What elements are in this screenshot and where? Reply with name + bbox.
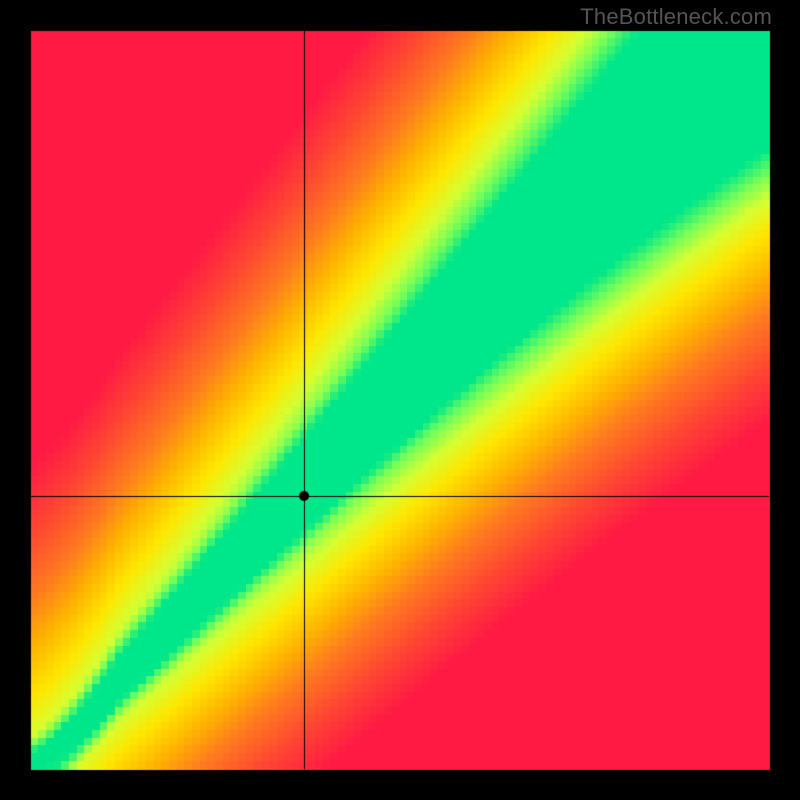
heatmap-canvas — [0, 0, 800, 800]
chart-container: TheBottleneck.com — [0, 0, 800, 800]
watermark-text: TheBottleneck.com — [580, 4, 772, 30]
